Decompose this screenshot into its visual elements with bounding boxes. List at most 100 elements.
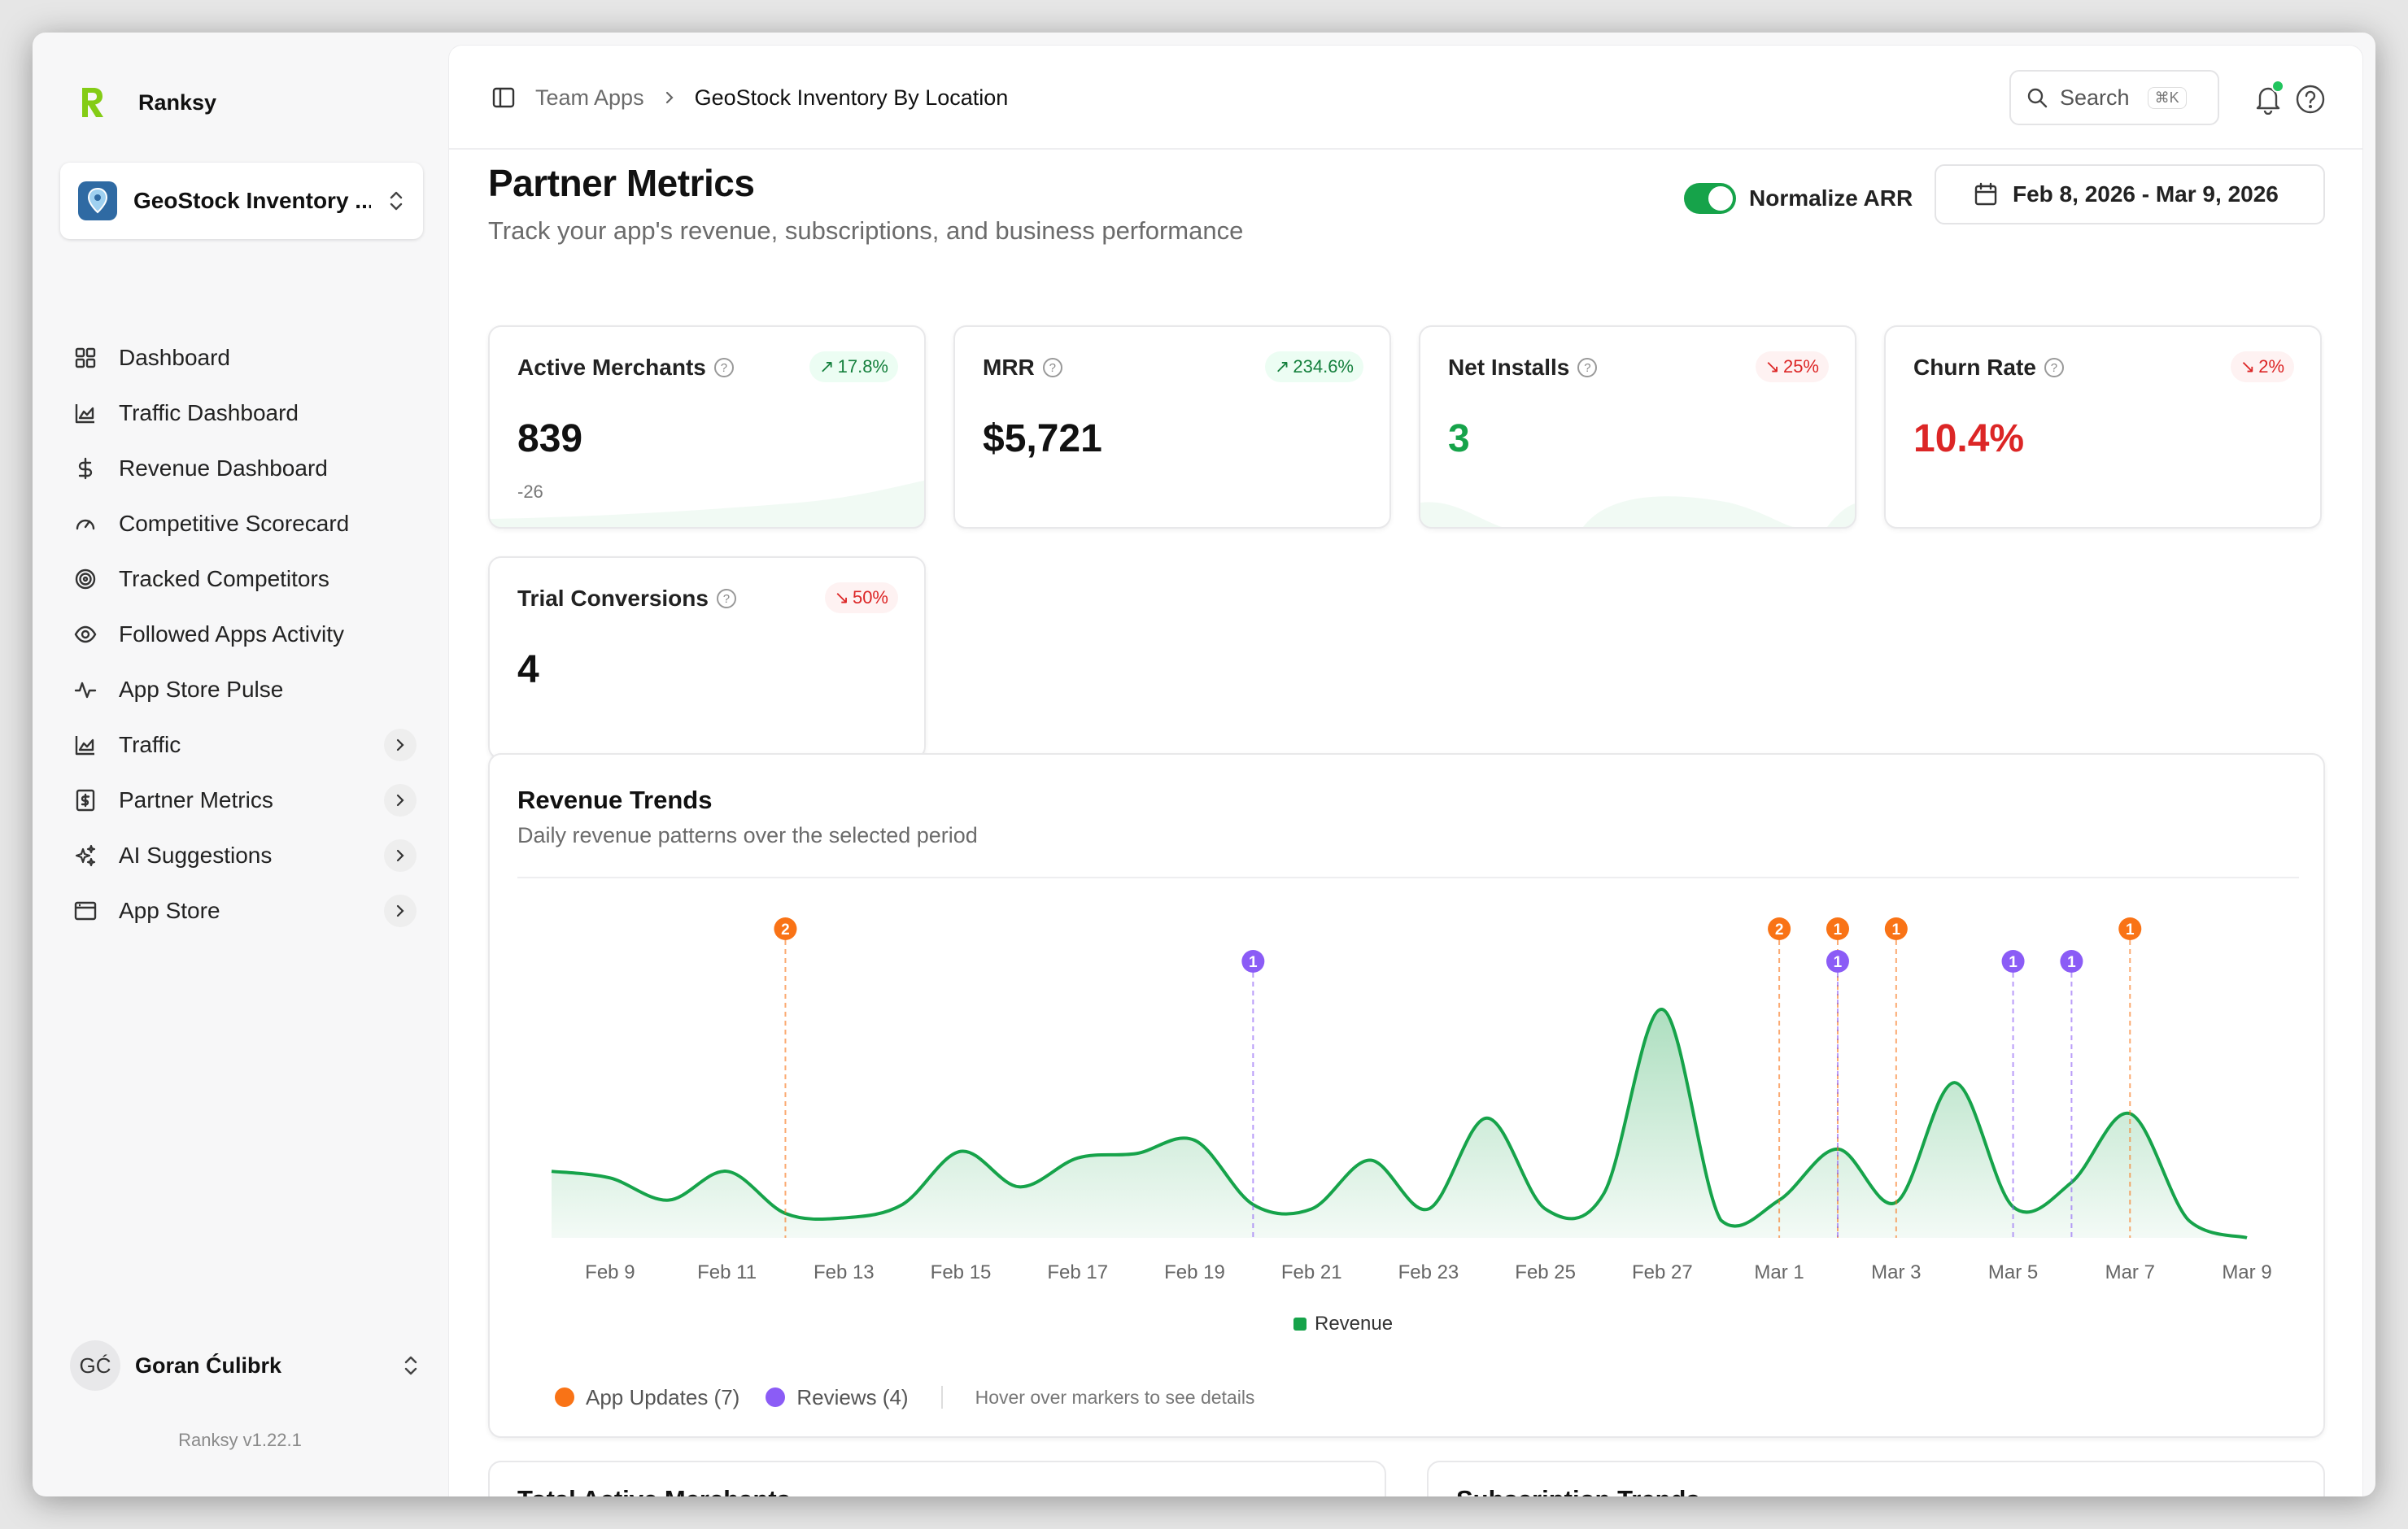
sidebar-toggle-icon[interactable] — [491, 85, 516, 110]
review-marker[interactable] — [2060, 950, 2083, 973]
toggle-switch[interactable] — [1684, 183, 1736, 214]
x-tick-label: Feb 11 — [697, 1261, 757, 1283]
trend-badge: ↘ 50% — [824, 582, 898, 613]
marker-count: 2 — [1775, 921, 1784, 939]
review-marker[interactable] — [1241, 950, 1265, 973]
legend-app-updates[interactable]: App Updates (7) — [586, 1384, 740, 1409]
metric-card-trial-conversions: Trial Conversions? ↘ 50% 4 — [488, 556, 926, 760]
search-input[interactable]: Search ⌘K — [2009, 70, 2219, 125]
trend-up-icon: ↗ — [819, 356, 835, 377]
divider — [517, 877, 2299, 878]
app_update-marker[interactable] — [774, 917, 797, 940]
help-icon[interactable]: ? — [713, 358, 734, 377]
date-range-picker[interactable]: Feb 8, 2026 - Mar 9, 2026 — [1935, 164, 2325, 224]
metric-value: 3 — [1448, 417, 1470, 460]
card-title: Total Active Merchants — [517, 1485, 791, 1496]
metric-delta: -26 — [517, 481, 543, 502]
revenue-line — [551, 1008, 2248, 1239]
toggle-label: Normalize ARR — [1749, 185, 1913, 211]
normalize-arr-toggle[interactable]: Normalize ARR — [1684, 177, 1913, 220]
app-switcher[interactable]: GeoStock Inventory ... — [60, 163, 423, 239]
user-menu[interactable]: GĆ Goran Ćulibrk — [70, 1337, 420, 1394]
marker-count: 1 — [2067, 954, 2076, 971]
subscription-trends-card: Subscription Trends — [1427, 1461, 2325, 1496]
chevron-right-icon[interactable] — [384, 729, 417, 761]
x-tick-label: Mar 1 — [1754, 1261, 1804, 1283]
help-icon[interactable]: ? — [1042, 358, 1062, 377]
app_update-marker[interactable] — [1768, 917, 1791, 940]
sidebar-item-app-store-pulse[interactable]: App Store Pulse — [67, 662, 425, 717]
x-tick-label: Mar 3 — [1871, 1261, 1921, 1283]
metric-title: Trial Conversions? — [517, 586, 736, 612]
sidebar-item-dashboard[interactable]: Dashboard — [67, 330, 425, 386]
sidebar-item-followed-apps-activity[interactable]: Followed Apps Activity — [67, 607, 425, 662]
breadcrumb-current: GeoStock Inventory By Location — [694, 85, 1009, 110]
sidebar-item-ai-suggestions[interactable]: AI Suggestions — [67, 828, 425, 883]
page-title: Partner Metrics — [488, 162, 755, 204]
legend-swatch — [1293, 1318, 1307, 1331]
sidebar-item-partner-metrics[interactable]: Partner Metrics — [67, 773, 425, 828]
revenue-chart[interactable]: 2 1 2 1 1 1 1 1 1 Feb 9 Feb 11 Feb 13 Feb 15 Feb 17 Fe… — [490, 755, 2327, 1373]
trend-badge: ↘ 25% — [1755, 351, 1829, 382]
chevron-right-icon — [665, 91, 674, 104]
sidebar-item-label: Revenue Dashboard — [119, 455, 328, 481]
help-circle-icon — [2296, 85, 2325, 114]
metric-title-text: Churn Rate — [1913, 355, 2036, 380]
review-marker[interactable] — [2001, 950, 2025, 973]
trend-down-icon: ↘ — [2240, 356, 2256, 377]
x-tick-label: Feb 23 — [1398, 1261, 1459, 1283]
x-tick-label: Feb 19 — [1164, 1261, 1225, 1283]
metric-value: 839 — [517, 417, 583, 460]
area-chart-icon — [72, 399, 99, 427]
review-marker[interactable] — [1826, 950, 1849, 973]
browser-window-icon — [72, 897, 99, 925]
trend-down-icon: ↘ — [1765, 356, 1780, 377]
sidebar: Ranksy GeoStock Inventory ... Dashboard — [33, 33, 447, 1496]
help-icon[interactable]: ? — [1577, 358, 1598, 377]
brand-name: Ranksy — [138, 89, 217, 115]
sidebar-item-revenue-dashboard[interactable]: Revenue Dashboard — [67, 441, 425, 496]
sidebar-item-label: App Store Pulse — [119, 677, 284, 702]
trend-badge-value: 234.6% — [1293, 356, 1354, 377]
trend-badge: ↗ 234.6% — [1264, 351, 1363, 382]
help-icon[interactable]: ? — [2044, 358, 2064, 377]
x-tick-label: Feb 13 — [814, 1261, 875, 1283]
app_update-marker[interactable] — [1826, 917, 1849, 940]
help-icon[interactable]: ? — [716, 589, 736, 608]
metric-title: Churn Rate? — [1913, 355, 2064, 381]
notifications-button[interactable] — [2250, 80, 2286, 117]
sidebar-item-traffic-dashboard[interactable]: Traffic Dashboard — [67, 386, 425, 441]
sidebar-item-app-store[interactable]: App Store — [67, 883, 425, 939]
sidebar-item-traffic[interactable]: Traffic — [67, 717, 425, 773]
chevron-up-down-icon — [404, 1356, 417, 1375]
app_update-marker[interactable] — [2118, 917, 2142, 940]
sidebar-item-label: Tracked Competitors — [119, 566, 329, 591]
metric-title: MRR? — [983, 355, 1062, 381]
sidebar-item-label: Followed Apps Activity — [119, 621, 345, 647]
sidebar-item-competitive-scorecard[interactable]: Competitive Scorecard — [67, 496, 425, 551]
chevron-right-icon[interactable] — [384, 784, 417, 817]
app-switcher-name: GeoStock Inventory ... — [133, 188, 371, 213]
x-tick-label: Feb 25 — [1515, 1261, 1576, 1283]
chevron-right-icon[interactable] — [384, 895, 417, 927]
app_update-marker[interactable] — [1884, 917, 1908, 940]
sidebar-item-tracked-competitors[interactable]: Tracked Competitors — [67, 551, 425, 607]
search-label: Search — [2060, 85, 2130, 110]
breadcrumb: Team Apps GeoStock Inventory By Location — [491, 80, 1008, 115]
chevron-right-icon[interactable] — [384, 839, 417, 872]
target-icon — [72, 565, 99, 593]
trend-badge-value: 2% — [2258, 356, 2284, 377]
help-button[interactable] — [2292, 81, 2328, 117]
legend-reviews[interactable]: Reviews (4) — [796, 1384, 909, 1409]
card-title: Subscription Trends — [1456, 1485, 1700, 1496]
metric-card-net-installs: Net Installs? ↘ 25% 3 — [1419, 325, 1856, 529]
review-dot-icon — [766, 1387, 786, 1407]
trend-badge-value: 25% — [1782, 356, 1819, 377]
x-tick-label: Feb 15 — [931, 1261, 992, 1283]
breadcrumb-team-apps[interactable]: Team Apps — [535, 85, 644, 110]
chevron-up-down-icon — [390, 191, 403, 211]
trend-badge-value: 50% — [852, 587, 888, 608]
chart-subtitle: Daily revenue patterns over the selected… — [517, 823, 978, 847]
x-tick-label: Mar 9 — [2222, 1261, 2271, 1283]
brand[interactable]: Ranksy — [80, 78, 216, 127]
